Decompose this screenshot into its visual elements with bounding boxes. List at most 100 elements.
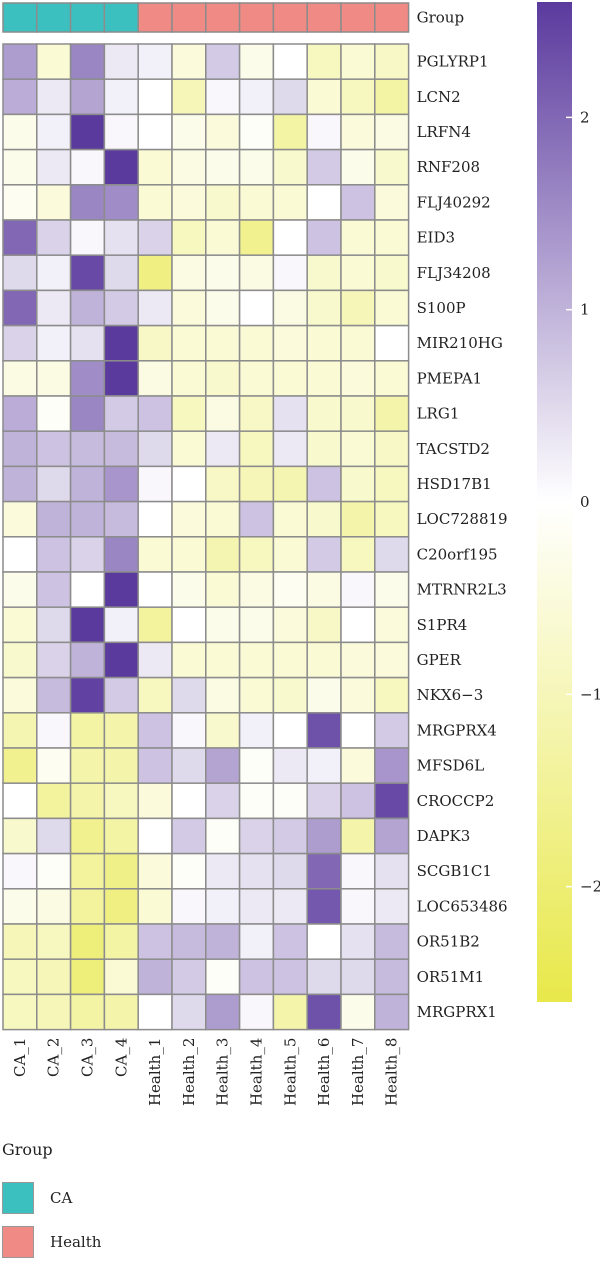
row-label: LOC728819 xyxy=(417,510,508,528)
heatmap-cell xyxy=(272,465,308,503)
row-label: RNF208 xyxy=(417,158,480,176)
row-label: S100P xyxy=(417,299,466,317)
heatmap-cell xyxy=(171,500,207,538)
heatmap-cell xyxy=(272,536,308,573)
row-label: DAPK3 xyxy=(417,827,471,845)
heatmap-cell xyxy=(69,782,106,820)
heatmap-cell xyxy=(137,289,173,327)
row-label: MRGPRX1 xyxy=(417,1003,497,1021)
heatmap-cell xyxy=(340,747,376,784)
heatmap-cell xyxy=(374,78,410,116)
heatmap-cell xyxy=(272,958,308,996)
heatmap-cell xyxy=(306,500,342,538)
heatmap-cell xyxy=(69,219,106,256)
heatmap-cell xyxy=(374,360,410,397)
heatmap-cell xyxy=(103,43,139,80)
heatmap-cell xyxy=(36,289,72,327)
annotation-cell-health_3 xyxy=(205,2,241,33)
heatmap-cell xyxy=(137,888,173,925)
column-label: Health_2 xyxy=(180,1038,198,1106)
heatmap-cell xyxy=(103,571,139,608)
heatmap-cell xyxy=(69,817,106,855)
heatmap-cell xyxy=(69,571,106,608)
heatmap-cell xyxy=(272,78,308,116)
heatmap-cell xyxy=(103,219,139,256)
heatmap-cell xyxy=(36,536,72,573)
heatmap-cell xyxy=(2,676,38,714)
heatmap-cell xyxy=(374,571,410,608)
heatmap-cell xyxy=(36,676,72,714)
heatmap-cell xyxy=(36,993,72,1031)
heatmap-cell xyxy=(374,536,410,573)
heatmap-cell xyxy=(272,676,308,714)
heatmap-cell xyxy=(306,254,342,292)
heatmap-cell xyxy=(2,395,38,432)
heatmap-cell xyxy=(306,113,342,151)
heatmap-cell xyxy=(137,148,173,186)
heatmap-cell xyxy=(36,324,72,362)
heatmap-cell xyxy=(306,817,342,855)
annotation-cell-health_8 xyxy=(374,2,410,33)
heatmap-cell xyxy=(69,606,106,644)
heatmap-cell xyxy=(69,184,106,221)
heatmap-cell xyxy=(36,430,72,468)
heatmap-cell xyxy=(272,113,308,151)
heatmap-cell xyxy=(171,571,207,608)
row-labels: PGLYRP1 LCN2 LRFN4 RNF208 FLJ40292 EID3 FLJ342… xyxy=(417,53,508,1021)
row-label: FLJ40292 xyxy=(417,193,491,211)
heatmap-cell xyxy=(238,536,275,573)
heatmap-cell xyxy=(374,641,410,679)
row-label: MIR210HG xyxy=(417,334,503,352)
heatmap-cell xyxy=(137,712,173,749)
heatmap-cell xyxy=(272,993,308,1031)
heatmap-cell xyxy=(36,465,72,503)
heatmap-cell xyxy=(374,500,410,538)
annotation-cell-health_1 xyxy=(137,2,173,33)
heatmap-cell xyxy=(205,958,241,996)
heatmap-cell xyxy=(69,500,106,538)
row-label: CROCCP2 xyxy=(417,792,495,810)
heatmap-cell xyxy=(374,430,410,468)
heatmap-cell xyxy=(171,148,207,186)
heatmap-cell xyxy=(306,78,342,116)
heatmap-cell xyxy=(171,219,207,256)
group-annotation-title: Group xyxy=(417,9,464,27)
heatmap-cell xyxy=(272,184,308,221)
row-label: GPER xyxy=(417,651,462,669)
heatmap-cell xyxy=(171,641,207,679)
heatmap-cell xyxy=(340,993,376,1031)
heatmap-cell xyxy=(171,958,207,996)
heatmap-cell xyxy=(2,500,38,538)
heatmap-cell xyxy=(205,430,241,468)
heatmap-cell xyxy=(340,219,376,256)
heatmap-cell xyxy=(69,641,106,679)
heatmap-cell xyxy=(306,395,342,432)
heatmap-cell xyxy=(171,184,207,221)
heatmap-cell xyxy=(306,43,342,80)
heatmap-cell xyxy=(137,676,173,714)
heatmap-cell xyxy=(103,254,139,292)
column-label: Health_4 xyxy=(248,1038,266,1106)
column-label: Health_8 xyxy=(383,1038,401,1106)
heatmap-cell xyxy=(2,324,38,362)
heatmap-cell xyxy=(272,500,308,538)
heatmap-cell xyxy=(238,113,275,151)
heatmap-cell xyxy=(137,395,173,432)
heatmap-cell xyxy=(272,923,308,960)
heatmap-cell xyxy=(137,958,173,996)
heatmap-cell xyxy=(103,78,139,116)
heatmap-cell xyxy=(340,500,376,538)
heatmap-cell xyxy=(238,782,275,820)
heatmap-cell xyxy=(69,712,106,749)
heatmap-cell xyxy=(171,360,207,397)
heatmap-cell xyxy=(103,536,139,573)
heatmap-cell xyxy=(205,606,241,644)
heatmap-cell xyxy=(171,536,207,573)
heatmap-cell xyxy=(238,324,275,362)
row-label: S1PR4 xyxy=(417,616,468,634)
heatmap-cell xyxy=(340,324,376,362)
heatmap-cell xyxy=(306,219,342,256)
heatmap-cell xyxy=(238,430,275,468)
heatmap-cell xyxy=(137,219,173,256)
heatmap-cell xyxy=(137,993,173,1031)
